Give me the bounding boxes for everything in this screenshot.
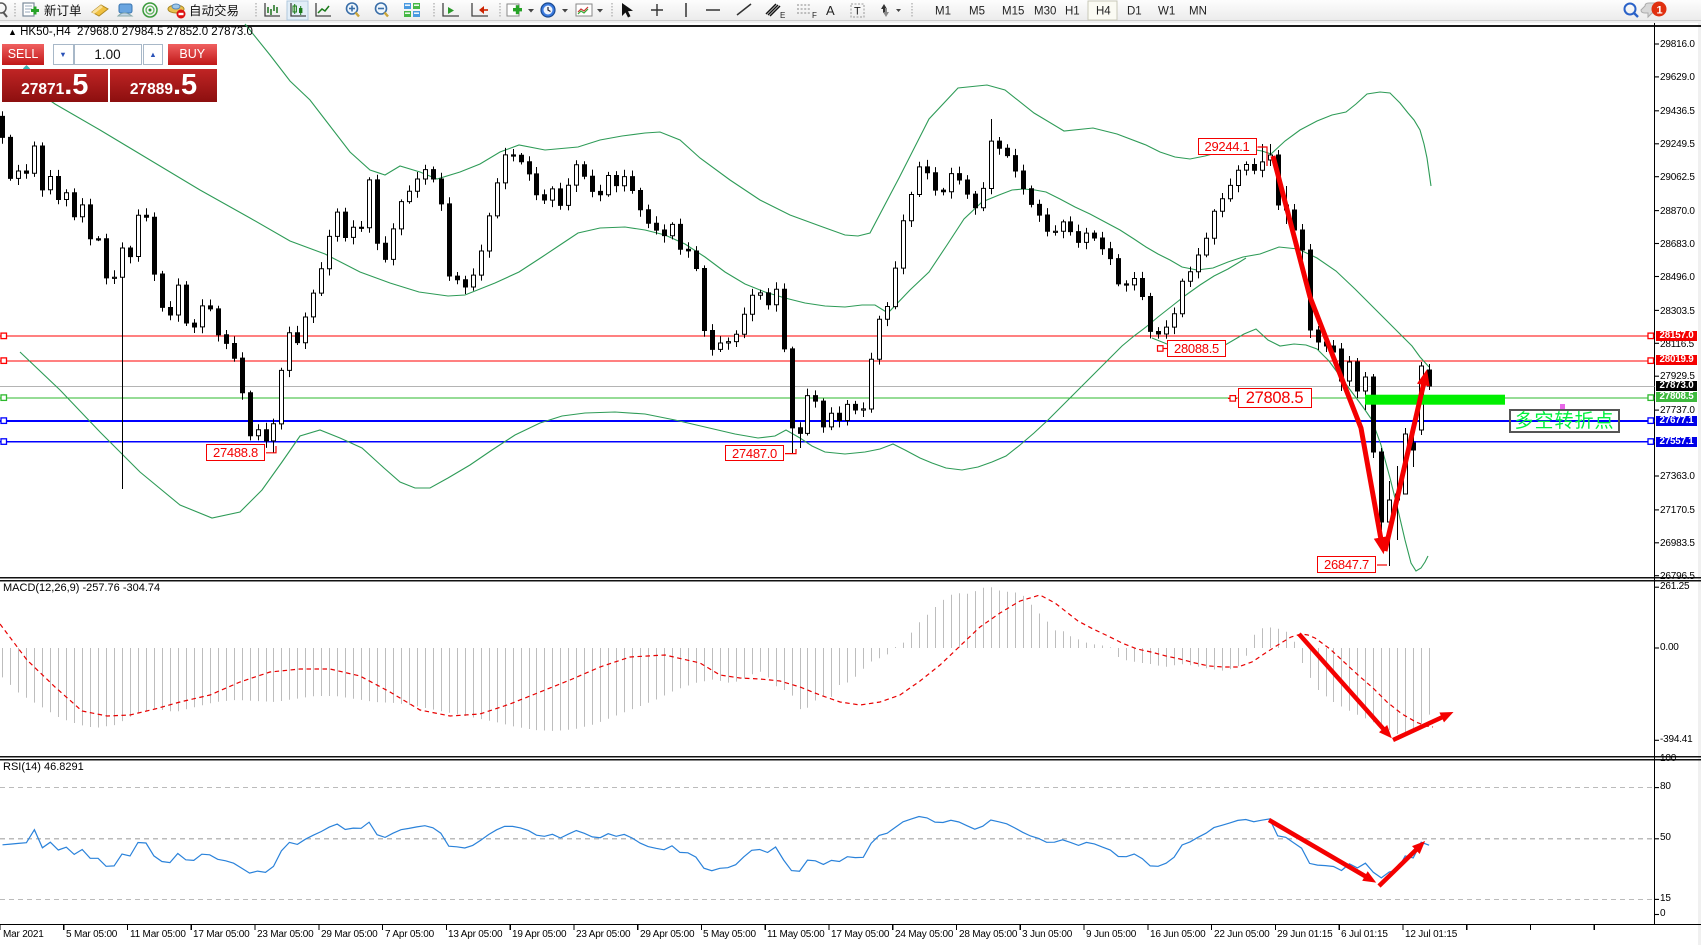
svg-text:M1: M1: [935, 6, 951, 18]
svg-text:新订单: 新订单: [44, 3, 82, 18]
svg-text:H4: H4: [1096, 6, 1111, 18]
svg-text:M30: M30: [1034, 6, 1056, 18]
svg-text:T: T: [854, 6, 861, 18]
svg-text:M5: M5: [969, 6, 985, 18]
svg-text:自动交易: 自动交易: [189, 3, 239, 18]
svg-text:MN: MN: [1189, 6, 1207, 18]
svg-text:H1: H1: [1065, 6, 1080, 18]
svg-text:1: 1: [1657, 5, 1663, 17]
svg-text:F: F: [812, 11, 817, 20]
svg-text:E: E: [780, 11, 785, 20]
svg-text:A: A: [826, 3, 835, 18]
svg-text:M15: M15: [1002, 6, 1024, 18]
svg-text:D1: D1: [1127, 6, 1142, 18]
svg-text:W1: W1: [1158, 6, 1175, 18]
